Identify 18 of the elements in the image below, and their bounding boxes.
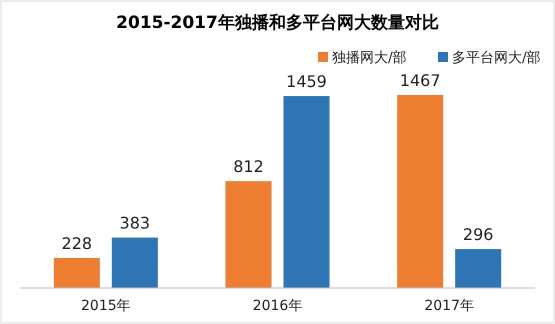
x-tick-label: 2017年 [424,298,474,314]
data-label: 296 [462,225,494,244]
data-label: 228 [62,234,92,254]
bar [455,249,502,288]
bar [397,95,444,288]
bar [54,258,100,288]
bar [226,181,272,288]
data-label: 1459 [286,72,327,92]
data-label: 383 [120,214,150,233]
legend-label: 多平台网大/部 [452,50,541,66]
legend-label: 独播网大/部 [332,50,407,66]
data-label: 812 [233,157,264,176]
x-tick-label: 2016年 [252,298,302,314]
chart-title: 2015-2017年独播和多平台网大数量对比 [116,13,439,33]
bar [284,96,330,288]
x-tick-label: 2015年 [81,298,131,314]
bar [112,238,158,288]
data-label: 1467 [400,71,441,90]
